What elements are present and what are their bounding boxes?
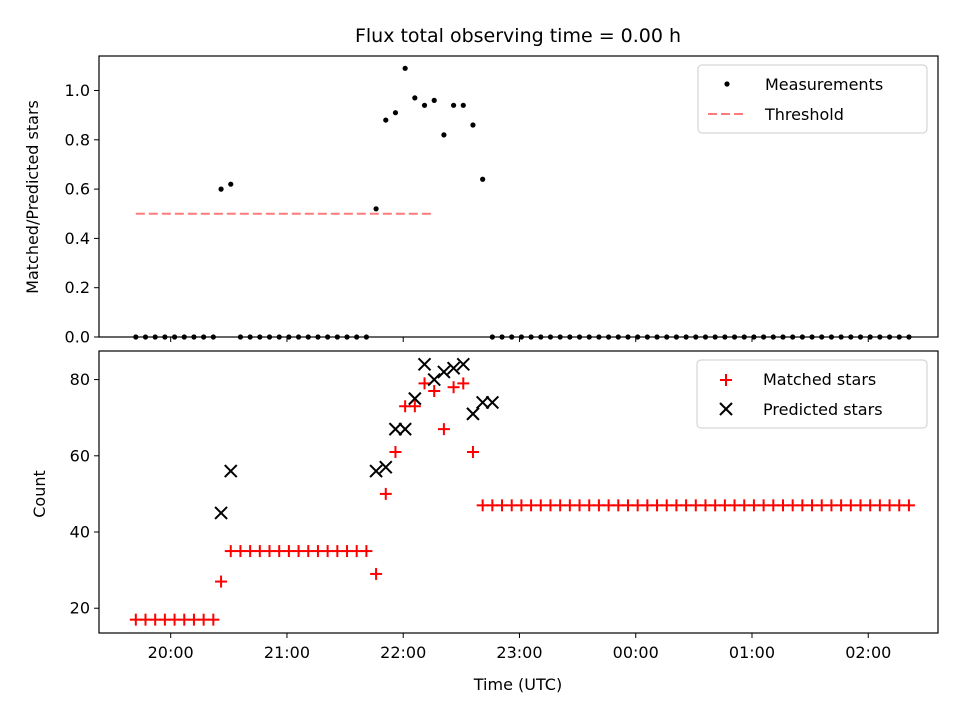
x-tick-label: 23:00 [496, 643, 542, 662]
predicted-star-point [427, 372, 441, 387]
x-tick-label: 02:00 [845, 643, 891, 662]
measurement-point [460, 102, 466, 108]
matched-star-point [457, 377, 470, 390]
bottom-plot-marks [129, 357, 915, 626]
x-tick-label: 22:00 [380, 643, 426, 662]
star-count-panel: Count Time (UTC) 20 40 60 80 20:00 21:00 22:0… [30, 350, 939, 694]
measurement-point [480, 176, 486, 182]
predicted-star-point [475, 395, 490, 410]
measurement-point [392, 110, 399, 116]
matched-star-point [215, 575, 228, 588]
legend-matched-label: Matched stars [763, 370, 876, 389]
predicted-star-point [398, 422, 412, 436]
matched-star-point [437, 423, 450, 436]
measurement-point [383, 117, 389, 123]
predicted-star-point [437, 365, 451, 379]
matched-star-point [902, 499, 915, 512]
bottom-y-tick-label: 40 [70, 523, 90, 542]
x-tick-label: 00:00 [613, 643, 659, 662]
top-y-tick-label: 0.8 [65, 130, 90, 149]
matched-star-point [428, 385, 441, 398]
bottom-legend: Matched stars Predicted stars [696, 359, 928, 429]
matched-star-point [389, 445, 402, 458]
matched-star-point [466, 445, 479, 458]
legend-measurements-label: Measurements [765, 75, 883, 94]
predicted-star-point [485, 395, 500, 410]
bottom-x-ticks: 20:00 21:00 22:00 23:00 00:00 01:00 02:00 [148, 633, 891, 662]
legend-matched-marker [720, 374, 732, 386]
measurement-point [412, 95, 418, 101]
top-y-tick-label: 0.2 [65, 278, 90, 297]
x-tick-label: 21:00 [264, 643, 310, 662]
legend-predicted-marker [719, 402, 733, 416]
predicted-star-point [379, 460, 393, 474]
bottom-axes-frame [98, 350, 939, 634]
bottom-y-tick-label: 20 [70, 599, 90, 618]
matched-star-point [379, 487, 392, 500]
bottom-y-tick-label: 80 [70, 370, 90, 389]
bottom-y-ticks: 20 40 60 80 [70, 370, 99, 618]
top-legend: Measurements Threshold [697, 64, 928, 134]
legend-threshold-label: Threshold [764, 105, 844, 124]
measurement-point [470, 122, 476, 128]
top-legend-box [697, 64, 928, 134]
top-y-tick-label: 1.0 [65, 81, 90, 100]
predicted-star-point [408, 391, 422, 406]
measurement-point [431, 97, 437, 103]
measurement-point [441, 132, 447, 138]
x-tick-label: 01:00 [729, 643, 775, 662]
matched-star-point [447, 381, 460, 394]
predicted-star-point [446, 361, 461, 375]
measurement-point [402, 65, 408, 71]
predicted-star-point [388, 422, 403, 436]
measurement-point [228, 181, 234, 187]
top-y-tick-label: 0.4 [65, 229, 90, 248]
matched-star-point [370, 567, 383, 580]
x-axis-label: Time (UTC) [473, 675, 562, 694]
predicted-star-point [369, 464, 383, 478]
top-y-ticks: 0.0 0.2 0.4 0.6 0.8 1.0 [65, 81, 99, 347]
bottom-y-axis-label: Count [30, 470, 49, 518]
matched-star-point [360, 545, 373, 558]
measurement-point [421, 102, 428, 108]
legend-predicted-label: Predicted stars [763, 400, 883, 419]
legend-measurements-marker [724, 81, 730, 87]
top-axes-frame [98, 55, 939, 338]
bottom-y-tick-label: 60 [70, 446, 90, 465]
predicted-star-point [214, 506, 228, 520]
matched-star-point [408, 400, 421, 413]
matched-star-point [418, 377, 431, 390]
measurement-point [218, 186, 224, 192]
measurement-point [450, 102, 457, 108]
top-y-tick-label: 0.6 [65, 180, 90, 199]
predicted-star-point [224, 464, 238, 478]
bottom-legend-box [696, 359, 928, 429]
predicted-star-point [417, 357, 432, 372]
flux-ratio-panel: Matched/Predicted stars 0.0 0.2 0.4 0.6 0.8 1… [23, 55, 939, 347]
top-y-axis-label: Matched/Predicted stars [23, 100, 42, 294]
x-tick-label: 20:00 [148, 643, 194, 662]
predicted-star-point [456, 357, 470, 372]
chart-title: Flux total observing time = 0.00 h [355, 25, 681, 47]
matched-star-point [207, 613, 220, 626]
top-y-tick-label: 0.0 [65, 328, 90, 347]
measurement-point [373, 206, 379, 212]
predicted-star-point [466, 407, 480, 421]
